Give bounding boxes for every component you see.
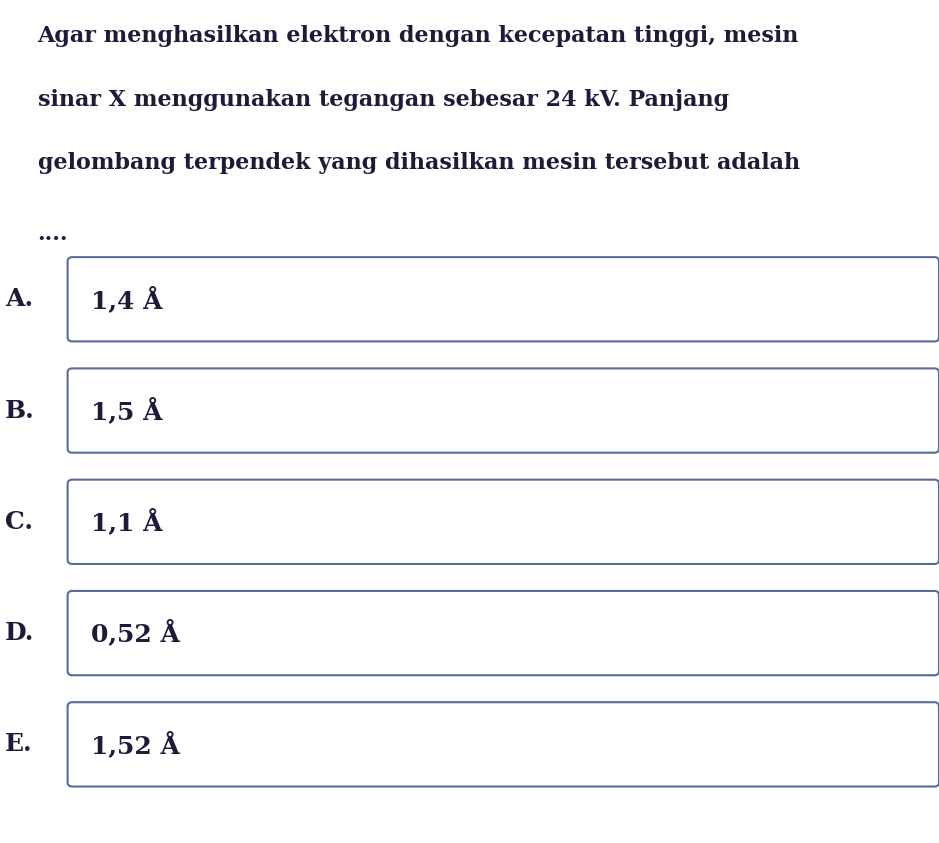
FancyBboxPatch shape	[68, 702, 939, 787]
Text: E.: E.	[5, 733, 32, 756]
Text: B.: B.	[5, 399, 35, 422]
Text: Agar menghasilkan elektron dengan kecepatan tinggi, mesin: Agar menghasilkan elektron dengan kecepa…	[38, 25, 799, 47]
FancyBboxPatch shape	[68, 368, 939, 453]
Text: ....: ....	[38, 223, 68, 245]
FancyBboxPatch shape	[68, 480, 939, 564]
Text: sinar X menggunakan tegangan sebesar 24 kV. Panjang: sinar X menggunakan tegangan sebesar 24 …	[38, 89, 729, 110]
Text: 1,4 Å: 1,4 Å	[91, 286, 162, 313]
Text: gelombang terpendek yang dihasilkan mesin tersebut adalah: gelombang terpendek yang dihasilkan mesi…	[38, 152, 800, 174]
Text: C.: C.	[5, 510, 33, 534]
FancyBboxPatch shape	[68, 257, 939, 341]
Text: 1,52 Å: 1,52 Å	[91, 731, 180, 758]
Text: 1,1 Å: 1,1 Å	[91, 508, 162, 535]
Text: D.: D.	[5, 621, 34, 645]
Text: 0,52 Å: 0,52 Å	[91, 620, 180, 647]
Text: 1,5 Å: 1,5 Å	[91, 397, 162, 424]
FancyBboxPatch shape	[68, 591, 939, 675]
Text: A.: A.	[5, 287, 33, 311]
